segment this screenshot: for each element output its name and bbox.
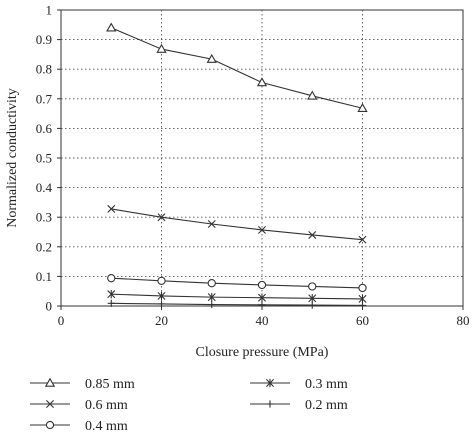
x-tick-label: 40 xyxy=(256,313,269,328)
legend-item: 0.3 mm xyxy=(250,377,348,392)
data-point xyxy=(358,235,367,244)
data-point xyxy=(157,291,166,301)
series-line xyxy=(111,208,363,241)
data-point xyxy=(308,301,316,309)
series-line xyxy=(111,302,363,306)
series-line xyxy=(111,277,363,289)
y-tick-label: 0.7 xyxy=(36,91,53,106)
series-line xyxy=(111,293,363,300)
legend-label: 0.85 mm xyxy=(85,377,135,392)
data-point xyxy=(106,22,117,32)
data-point xyxy=(258,225,266,234)
legend-label: 0.4 mm xyxy=(85,419,128,434)
series-0-2-mm xyxy=(107,299,367,310)
data-point xyxy=(207,292,216,302)
legend-item: 0.6 mm xyxy=(30,398,128,413)
data-point xyxy=(107,204,116,213)
data-point xyxy=(308,282,317,291)
series-0-85-mm xyxy=(106,22,368,113)
data-point xyxy=(107,289,116,299)
data-point xyxy=(358,301,367,310)
legend-marker xyxy=(44,377,56,387)
data-point xyxy=(107,299,115,307)
data-point xyxy=(207,220,216,228)
series-line xyxy=(111,27,363,109)
x-axis-label: Closure pressure (MPa) xyxy=(196,345,329,360)
legend-marker xyxy=(266,378,274,388)
y-tick-label: 1 xyxy=(46,3,53,18)
data-point xyxy=(358,283,367,293)
legend: 0.85 mm 0.6 mm 0.4 mm 0.3 mm 0.2 mm xyxy=(30,377,348,434)
data-point xyxy=(207,279,216,288)
y-tick-label: 0.8 xyxy=(36,62,52,77)
data-point xyxy=(258,301,266,309)
x-tick-label: 80 xyxy=(457,313,470,328)
x-tick-label: 20 xyxy=(155,313,168,328)
data-point xyxy=(206,53,217,63)
data-point xyxy=(258,293,266,302)
data-point xyxy=(308,230,317,239)
legend-label: 0.2 mm xyxy=(305,398,348,413)
data-point xyxy=(308,294,317,303)
legend-marker xyxy=(45,420,55,430)
legend-label: 0.3 mm xyxy=(305,377,348,392)
y-tick-label: 0 xyxy=(46,299,53,314)
data-point xyxy=(156,43,167,53)
data-point xyxy=(357,102,368,113)
y-tick-label: 0.5 xyxy=(36,151,52,166)
data-point xyxy=(208,300,216,309)
x-tick-label: 0 xyxy=(58,313,65,328)
grid-lines xyxy=(61,10,463,306)
data-point xyxy=(157,276,166,285)
legend-marker xyxy=(46,400,54,408)
legend-item: 0.85 mm xyxy=(30,377,135,392)
data-point xyxy=(358,294,367,304)
series-0-4-mm xyxy=(107,274,367,293)
data-point xyxy=(157,213,166,222)
y-axis-label: Normalized conductivity xyxy=(5,88,20,228)
data-point xyxy=(307,90,318,100)
data-point xyxy=(157,300,166,308)
y-tick-label: 0.6 xyxy=(36,121,53,136)
y-tick-label: 0.2 xyxy=(36,239,52,254)
y-tick-label: 0.9 xyxy=(36,32,52,47)
series-0-6-mm xyxy=(107,204,367,244)
legend-marker xyxy=(266,400,274,408)
data-point xyxy=(257,280,267,290)
y-tick-label: 0.4 xyxy=(36,180,53,195)
y-tick-label: 0.3 xyxy=(36,210,52,225)
legend-item: 0.2 mm xyxy=(250,398,348,413)
y-tick-label: 0.1 xyxy=(36,269,52,284)
legend-item: 0.4 mm xyxy=(30,419,128,434)
data-point xyxy=(256,77,268,87)
series-0-3-mm xyxy=(107,289,367,304)
x-tick-label: 60 xyxy=(356,313,369,328)
legend-label: 0.6 mm xyxy=(85,398,128,413)
data-point xyxy=(107,274,116,283)
